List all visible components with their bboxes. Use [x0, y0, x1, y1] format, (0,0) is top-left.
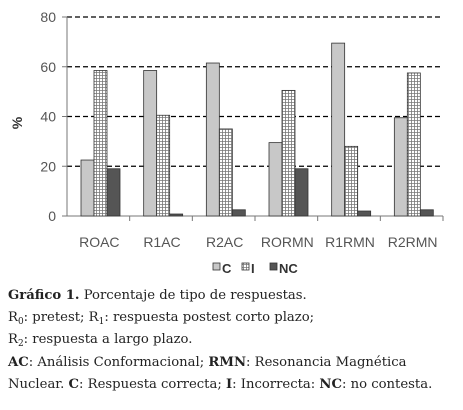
legend-swatch-c: [212, 262, 221, 271]
bars: [80, 42, 434, 217]
bar-nc-roac: [106, 168, 121, 217]
bar-c-r2rmn: [393, 117, 408, 217]
bar-c-r1rmn: [331, 42, 346, 217]
legend-label-nc: NC: [279, 261, 298, 276]
caption-line-5: Nuclear. C: Respuesta correcta; I: Incor…: [8, 376, 433, 392]
y-tick-label: 60: [40, 59, 56, 75]
bar-chart: 0 20 40 60 80 ROAC R1AC R2AC RORMN R1RMN R2RMN % C…: [9, 9, 444, 276]
bar-i-rormn: [281, 89, 296, 217]
bar-nc-r2ac: [231, 209, 246, 217]
bar-c-r1ac: [143, 70, 158, 217]
y-axis-label: %: [9, 116, 25, 129]
bar-nc-r2rmn: [419, 209, 434, 217]
bar-i-r2ac: [218, 128, 233, 217]
bar-i-r2rmn: [406, 72, 421, 217]
gridlines: [67, 16, 443, 167]
y-tick-label: 0: [48, 208, 56, 224]
y-tick-label: 40: [40, 109, 56, 125]
legend-swatch-i: [241, 262, 250, 271]
legend-swatch-nc: [269, 262, 278, 271]
axes: [62, 16, 444, 221]
legend-label-i: I: [251, 261, 255, 276]
bar-nc-r1ac: [169, 213, 184, 217]
x-tick-label: ROAC: [79, 234, 119, 250]
bar-c-roac: [80, 159, 95, 217]
caption-line-1: Gráfico 1. Porcentaje de tipo de respues…: [8, 288, 307, 303]
bar-c-rormn: [268, 142, 283, 217]
caption-line-3: R2: respuesta a largo plazo.: [8, 332, 193, 350]
tick-labels: 0 20 40 60 80 ROAC R1AC R2AC RORMN R1RMN R2RMN: [40, 9, 437, 250]
bar-nc-r1rmn: [357, 210, 372, 217]
x-tick-label: RORMN: [261, 234, 314, 250]
y-tick-label: 80: [40, 9, 56, 25]
x-tick-label: R1RMN: [325, 234, 375, 250]
x-tick-label: R2AC: [206, 234, 243, 250]
x-tick-label: R2RMN: [388, 234, 438, 250]
bar-i-r1ac: [156, 114, 171, 217]
x-tick-label: R1AC: [143, 234, 180, 250]
figure-caption: Gráfico 1. Porcentaje de tipo de respues…: [8, 285, 460, 396]
legend-label-c: C: [222, 261, 232, 276]
bar-c-r2ac: [205, 62, 220, 217]
bar-nc-rormn: [294, 168, 309, 217]
caption-line-2: R0: pretest; R1: respuesta postest corto…: [8, 310, 315, 328]
y-tick-label: 20: [40, 158, 56, 174]
bar-i-r1rmn: [344, 145, 359, 217]
caption-line-4: AC: Análisis Conformacional; RMN: Resona…: [8, 354, 407, 370]
bar-i-roac: [93, 70, 108, 217]
legend: C I NC: [212, 261, 298, 276]
